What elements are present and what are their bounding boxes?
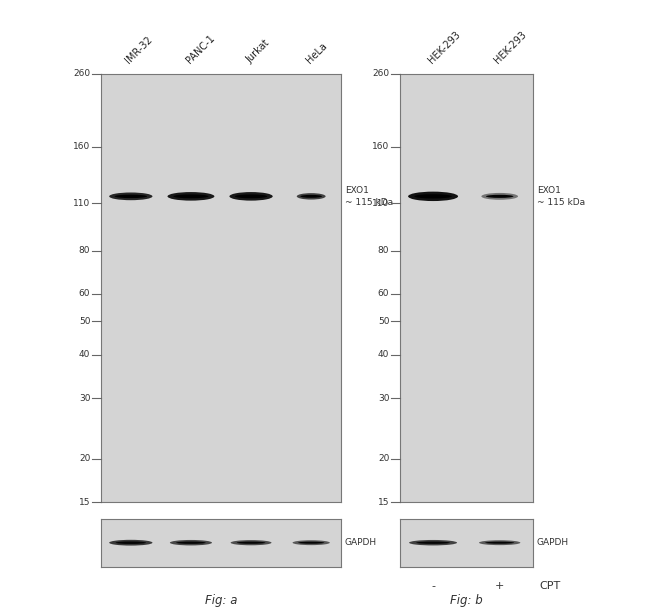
Ellipse shape — [409, 540, 457, 545]
Ellipse shape — [231, 540, 272, 545]
Text: 40: 40 — [79, 351, 90, 359]
Text: IMR-32: IMR-32 — [124, 34, 155, 65]
Text: +: + — [495, 582, 504, 591]
Ellipse shape — [109, 540, 153, 546]
Text: 20: 20 — [79, 455, 90, 463]
Ellipse shape — [116, 541, 146, 544]
Text: 30: 30 — [79, 394, 90, 402]
Text: Fig: b: Fig: b — [450, 594, 483, 607]
Ellipse shape — [414, 194, 452, 198]
Text: 15: 15 — [378, 498, 389, 506]
Text: 160: 160 — [73, 142, 90, 152]
Ellipse shape — [170, 540, 212, 545]
Text: -: - — [431, 582, 435, 591]
Ellipse shape — [109, 192, 153, 200]
Text: 20: 20 — [378, 455, 389, 463]
Ellipse shape — [482, 193, 518, 200]
Ellipse shape — [174, 195, 209, 198]
Text: 80: 80 — [378, 246, 389, 255]
Text: Jurkat: Jurkat — [244, 38, 271, 65]
Ellipse shape — [114, 195, 147, 198]
Ellipse shape — [237, 541, 265, 544]
Ellipse shape — [416, 541, 450, 544]
Text: HEK-293: HEK-293 — [493, 30, 528, 65]
Text: 80: 80 — [79, 246, 90, 255]
Text: 30: 30 — [378, 394, 389, 402]
Ellipse shape — [408, 192, 458, 201]
Ellipse shape — [486, 541, 514, 544]
Text: 160: 160 — [372, 142, 389, 152]
Ellipse shape — [176, 541, 205, 544]
Text: EXO1
~ 115 kDa: EXO1 ~ 115 kDa — [345, 186, 393, 207]
Ellipse shape — [229, 192, 273, 201]
Text: 50: 50 — [79, 317, 90, 326]
Text: EXO1
~ 115 kDa: EXO1 ~ 115 kDa — [537, 186, 585, 207]
Text: 15: 15 — [79, 498, 90, 506]
Text: 260: 260 — [73, 70, 90, 78]
Ellipse shape — [298, 541, 324, 544]
Ellipse shape — [479, 540, 521, 545]
Ellipse shape — [235, 195, 267, 198]
Text: 60: 60 — [79, 290, 90, 299]
Ellipse shape — [297, 193, 326, 200]
Text: PANC-1: PANC-1 — [184, 33, 216, 65]
Text: CPT: CPT — [540, 582, 561, 591]
Text: 110: 110 — [73, 198, 90, 208]
Text: GAPDH: GAPDH — [537, 538, 569, 547]
Text: Fig: a: Fig: a — [205, 594, 237, 607]
Text: 60: 60 — [378, 290, 389, 299]
Ellipse shape — [486, 195, 514, 198]
Text: 40: 40 — [378, 351, 389, 359]
Ellipse shape — [168, 192, 215, 201]
Text: HeLa: HeLa — [304, 41, 329, 65]
Text: 260: 260 — [372, 70, 389, 78]
Text: 50: 50 — [378, 317, 389, 326]
Text: HEK-293: HEK-293 — [426, 30, 462, 65]
Text: 110: 110 — [372, 198, 389, 208]
Ellipse shape — [300, 195, 322, 198]
Text: GAPDH: GAPDH — [345, 538, 377, 547]
Ellipse shape — [292, 540, 330, 545]
